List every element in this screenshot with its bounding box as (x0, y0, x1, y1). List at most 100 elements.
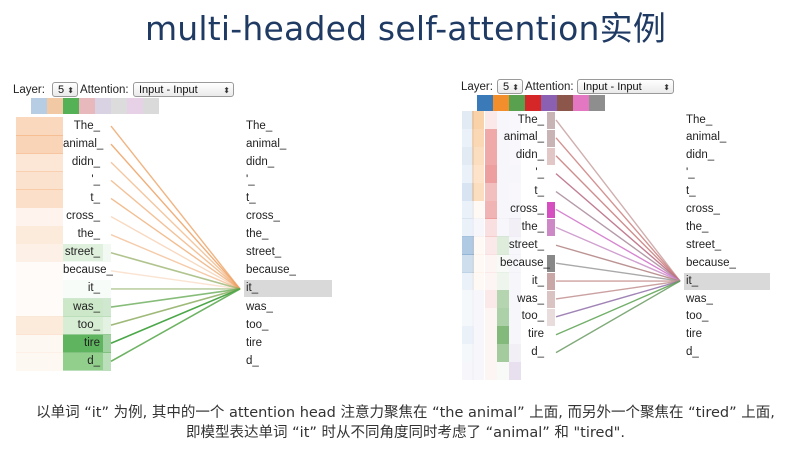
heat-cell (462, 164, 474, 184)
heat-cell (509, 111, 521, 130)
attention-line (110, 251, 241, 290)
head-bar (547, 255, 555, 273)
attention-line (110, 125, 241, 290)
heat-cell (462, 218, 474, 237)
heat-cell (497, 272, 509, 291)
heat-cell (472, 164, 484, 184)
updown-arrow-icon: ⬍ (223, 86, 230, 95)
head-swatch[interactable] (509, 95, 525, 111)
attention-line (110, 234, 241, 290)
heat-cell (509, 236, 521, 255)
heat-cell (485, 218, 497, 237)
heat-cell (16, 153, 63, 172)
target-token: t_ (246, 191, 256, 204)
source-token: animal_ (503, 131, 544, 144)
heat-cell (462, 111, 474, 130)
source-token: it_ (531, 274, 544, 287)
head-swatch[interactable] (143, 98, 159, 114)
head-swatch[interactable] (541, 95, 557, 111)
target-token: animal_ (686, 131, 727, 144)
updown-arrow-icon: ⬍ (512, 83, 519, 92)
head-bar (547, 112, 555, 129)
head-swatch[interactable] (589, 95, 605, 111)
head-swatch[interactable] (573, 95, 589, 111)
layer-select[interactable]: 5 ⬍ (52, 82, 78, 97)
heat-cell (485, 182, 497, 201)
attention-line (555, 280, 681, 300)
heat-cell (497, 128, 509, 148)
target-token: t_ (686, 185, 696, 198)
attention-line (110, 197, 241, 290)
heat-cell (462, 146, 474, 166)
attention-line (110, 161, 241, 290)
heat-cell (497, 218, 509, 237)
head-swatch[interactable] (63, 98, 79, 114)
heat-cell (485, 146, 497, 166)
heat-cell (16, 298, 63, 317)
source-token: t_ (90, 191, 100, 204)
head-swatch[interactable] (95, 98, 111, 114)
heat-cell (462, 254, 474, 273)
head-swatch[interactable] (111, 98, 127, 114)
head-swatch[interactable] (31, 98, 47, 114)
head-bar (547, 308, 555, 326)
heat-cell (485, 128, 497, 148)
heat-cell (16, 135, 63, 154)
attention-select[interactable]: Input - Input ⬍ (577, 79, 674, 94)
target-token: because_ (246, 264, 296, 277)
heat-cell (462, 200, 474, 219)
head-swatch[interactable] (477, 95, 493, 111)
source-token: cross_ (510, 203, 544, 215)
heat-cell (509, 272, 521, 291)
attention-line (555, 280, 681, 318)
attention-line (110, 288, 241, 363)
target-token: cross_ (246, 210, 280, 222)
heat-cell (472, 128, 484, 148)
source-token: the_ (521, 220, 544, 233)
heat-cell (485, 343, 497, 363)
head-swatch[interactable] (493, 95, 509, 111)
source-token: The_ (517, 113, 544, 126)
heat-cell (485, 290, 497, 309)
source-token: didn_ (71, 155, 100, 168)
target-token: was_ (686, 292, 713, 305)
heat-cell (485, 236, 497, 255)
heat-cell (509, 164, 521, 184)
source-token: it_ (87, 282, 100, 295)
source-token: the_ (77, 228, 100, 241)
layer-select[interactable]: 5 ⬍ (497, 79, 523, 94)
source-token: too_ (521, 310, 544, 323)
attention-line (555, 280, 681, 336)
heat-cell (462, 325, 474, 345)
source-token: too_ (63, 316, 103, 334)
attention-line (110, 270, 241, 290)
attention-select[interactable]: Input - Input ⬍ (133, 82, 234, 97)
source-token: The_ (73, 119, 100, 132)
target-token: the_ (686, 220, 709, 233)
slide-title: multi-headed self-attention实例 (144, 9, 667, 48)
layer-select-value: 5 (503, 81, 510, 93)
heat-cell (16, 171, 63, 190)
attention-line (110, 179, 241, 290)
head-swatch[interactable] (47, 98, 63, 114)
head-swatch[interactable] (557, 95, 573, 111)
heat-cell (497, 182, 509, 201)
head-bar (547, 219, 555, 237)
source-token: t_ (534, 185, 544, 198)
heat-cell (509, 146, 521, 166)
target-token: d_ (246, 354, 259, 367)
heat-cell (497, 236, 509, 255)
source-token: d_ (63, 352, 103, 370)
heat-cell (485, 361, 497, 380)
head-swatch[interactable] (127, 98, 143, 114)
target-token: '_ (686, 167, 695, 180)
heat-cell (485, 111, 497, 130)
head-swatch[interactable] (525, 95, 541, 111)
selected-token: it_ (244, 280, 332, 298)
head-swatch[interactable] (79, 98, 95, 114)
heat-cell (509, 361, 521, 380)
attention-label: Attention: (80, 84, 129, 96)
heat-cell (472, 200, 484, 219)
heat-cell (509, 128, 521, 148)
